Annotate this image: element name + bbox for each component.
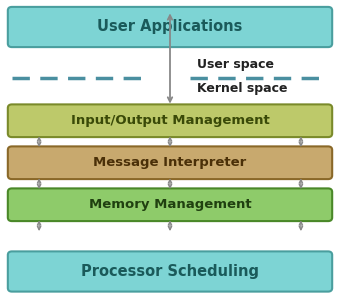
Text: User Applications: User Applications — [97, 20, 243, 34]
Text: Memory Management: Memory Management — [89, 198, 251, 211]
FancyBboxPatch shape — [8, 104, 332, 137]
Text: User space: User space — [197, 58, 274, 71]
FancyBboxPatch shape — [8, 146, 332, 179]
FancyBboxPatch shape — [8, 7, 332, 47]
Text: Kernel space: Kernel space — [197, 82, 288, 95]
FancyBboxPatch shape — [8, 251, 332, 292]
Text: Input/Output Management: Input/Output Management — [71, 114, 269, 127]
Text: Processor Scheduling: Processor Scheduling — [81, 264, 259, 279]
FancyBboxPatch shape — [8, 188, 332, 221]
Text: Message Interpreter: Message Interpreter — [94, 156, 246, 169]
